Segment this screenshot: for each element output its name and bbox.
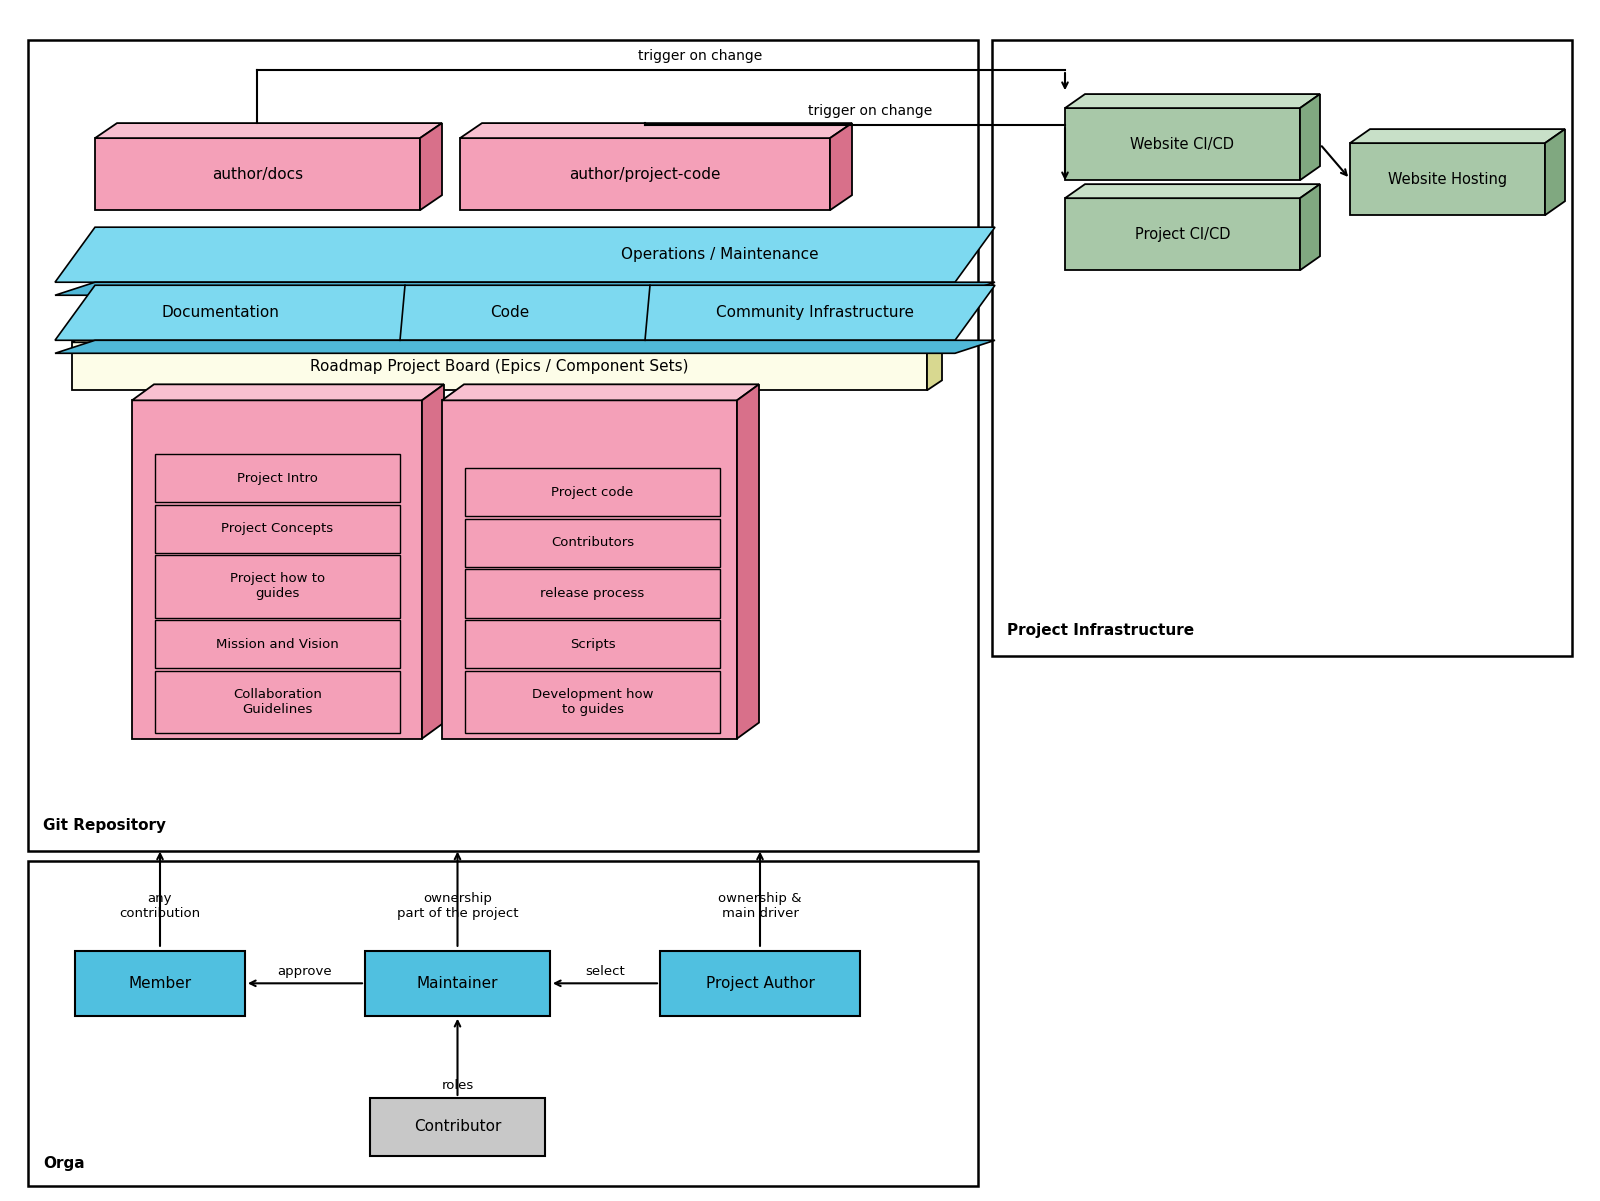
Polygon shape (738, 384, 758, 739)
Polygon shape (94, 123, 442, 138)
FancyBboxPatch shape (1066, 198, 1299, 270)
Polygon shape (72, 333, 942, 342)
Polygon shape (1066, 184, 1320, 198)
Text: any
contribution: any contribution (120, 892, 200, 920)
FancyBboxPatch shape (155, 454, 400, 502)
Polygon shape (1546, 130, 1565, 215)
Text: Operations / Maintenance: Operations / Maintenance (621, 247, 819, 262)
Text: Mission and Vision: Mission and Vision (216, 638, 339, 651)
Polygon shape (1299, 94, 1320, 180)
FancyBboxPatch shape (1066, 108, 1299, 180)
Polygon shape (1350, 130, 1565, 143)
FancyBboxPatch shape (155, 620, 400, 668)
FancyBboxPatch shape (365, 951, 550, 1016)
Text: Orga: Orga (43, 1157, 85, 1171)
FancyBboxPatch shape (155, 504, 400, 552)
Text: trigger on change: trigger on change (638, 49, 762, 62)
FancyBboxPatch shape (661, 951, 861, 1016)
Polygon shape (1299, 184, 1320, 270)
Text: ownership
part of the project: ownership part of the project (397, 892, 518, 920)
FancyBboxPatch shape (1350, 143, 1546, 215)
FancyBboxPatch shape (466, 519, 720, 567)
Polygon shape (419, 123, 442, 210)
FancyBboxPatch shape (466, 620, 720, 668)
Polygon shape (422, 384, 443, 739)
FancyBboxPatch shape (94, 138, 419, 210)
Polygon shape (131, 384, 443, 400)
Text: author/project-code: author/project-code (570, 167, 720, 181)
Text: approve: approve (278, 964, 333, 978)
Text: trigger on change: trigger on change (808, 104, 933, 118)
Text: Code: Code (490, 305, 530, 321)
Polygon shape (54, 282, 995, 295)
Polygon shape (926, 333, 942, 390)
Text: Project Infrastructure: Project Infrastructure (1006, 622, 1194, 638)
FancyBboxPatch shape (72, 342, 926, 390)
Text: Project how to
guides: Project how to guides (230, 573, 325, 600)
FancyBboxPatch shape (29, 861, 978, 1187)
Text: ownership &
main driver: ownership & main driver (718, 892, 802, 920)
Text: Project Intro: Project Intro (237, 472, 318, 485)
Text: Roadmap Project Board (Epics / Component Sets): Roadmap Project Board (Epics / Component… (310, 359, 688, 374)
Text: Website CI/CD: Website CI/CD (1131, 137, 1235, 151)
Text: Contributor: Contributor (414, 1119, 501, 1135)
FancyBboxPatch shape (466, 468, 720, 516)
Text: Project CI/CD: Project CI/CD (1134, 227, 1230, 241)
Text: author/docs: author/docs (211, 167, 302, 181)
Text: Git Repository: Git Repository (43, 818, 166, 832)
FancyBboxPatch shape (155, 670, 400, 733)
Text: Contributors: Contributors (550, 537, 634, 549)
Text: Project code: Project code (552, 486, 634, 498)
FancyBboxPatch shape (461, 138, 830, 210)
FancyBboxPatch shape (466, 569, 720, 617)
Text: Community Infrastructure: Community Infrastructure (717, 305, 914, 321)
FancyBboxPatch shape (466, 670, 720, 733)
FancyBboxPatch shape (992, 40, 1571, 656)
Polygon shape (54, 227, 995, 282)
FancyBboxPatch shape (155, 555, 400, 617)
Polygon shape (1066, 94, 1320, 108)
FancyBboxPatch shape (29, 40, 978, 850)
Text: Member: Member (128, 976, 192, 991)
Polygon shape (830, 123, 853, 210)
Text: select: select (586, 964, 626, 978)
Polygon shape (54, 340, 995, 353)
Text: Collaboration
Guidelines: Collaboration Guidelines (234, 688, 322, 716)
Text: Project Concepts: Project Concepts (221, 522, 333, 536)
Polygon shape (461, 123, 853, 138)
Text: Maintainer: Maintainer (416, 976, 498, 991)
Text: Documentation: Documentation (162, 305, 278, 321)
Text: Website Hosting: Website Hosting (1387, 172, 1507, 186)
FancyBboxPatch shape (442, 400, 738, 739)
Text: Project Author: Project Author (706, 976, 814, 991)
Polygon shape (442, 384, 758, 400)
Text: release process: release process (541, 587, 645, 600)
FancyBboxPatch shape (131, 400, 422, 739)
FancyBboxPatch shape (370, 1098, 546, 1155)
FancyBboxPatch shape (75, 951, 245, 1016)
Text: roles: roles (442, 1080, 474, 1093)
Polygon shape (54, 285, 995, 340)
Text: Scripts: Scripts (570, 638, 616, 651)
Text: Development how
to guides: Development how to guides (531, 688, 653, 716)
